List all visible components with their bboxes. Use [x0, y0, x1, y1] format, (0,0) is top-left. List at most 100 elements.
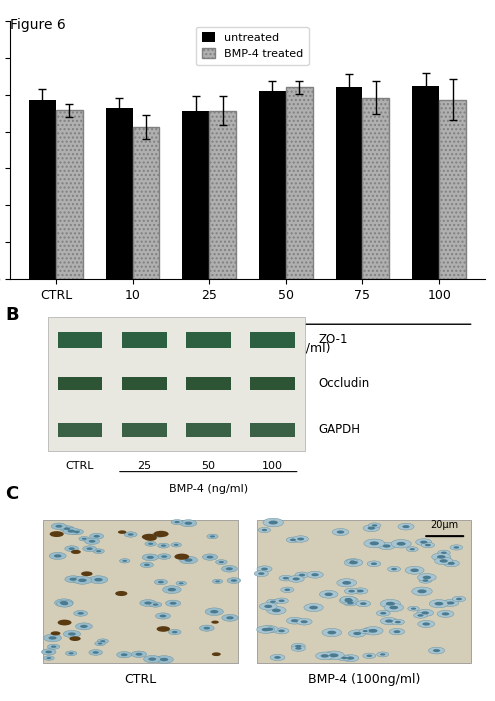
Circle shape — [80, 625, 88, 628]
Legend: untreated, BMP-4 treated: untreated, BMP-4 treated — [196, 27, 308, 64]
Circle shape — [69, 637, 81, 641]
Circle shape — [50, 632, 60, 635]
Text: C: C — [5, 484, 18, 503]
Circle shape — [279, 576, 293, 581]
Circle shape — [297, 538, 304, 540]
Circle shape — [161, 555, 167, 558]
Circle shape — [231, 579, 237, 582]
Circle shape — [70, 529, 83, 535]
Circle shape — [433, 649, 440, 652]
Circle shape — [89, 650, 102, 655]
Circle shape — [74, 611, 88, 616]
Circle shape — [210, 536, 215, 538]
Circle shape — [141, 562, 153, 568]
Circle shape — [180, 519, 197, 526]
Circle shape — [447, 562, 455, 565]
Circle shape — [97, 639, 108, 644]
Circle shape — [203, 627, 210, 629]
Circle shape — [168, 629, 181, 634]
Circle shape — [417, 609, 434, 616]
Circle shape — [49, 637, 56, 639]
Circle shape — [398, 523, 414, 530]
Circle shape — [368, 629, 378, 633]
Circle shape — [394, 630, 400, 633]
Circle shape — [443, 599, 459, 606]
Circle shape — [285, 589, 290, 591]
Circle shape — [117, 652, 132, 658]
Circle shape — [179, 583, 184, 585]
Circle shape — [366, 655, 372, 657]
FancyBboxPatch shape — [48, 317, 304, 451]
Circle shape — [69, 652, 74, 655]
Circle shape — [432, 553, 451, 561]
FancyBboxPatch shape — [250, 423, 295, 437]
Text: ZO-1: ZO-1 — [319, 334, 348, 346]
Circle shape — [207, 534, 218, 539]
Circle shape — [346, 559, 358, 564]
Circle shape — [377, 652, 389, 657]
Circle shape — [364, 539, 385, 547]
Circle shape — [304, 604, 323, 611]
Circle shape — [274, 656, 281, 659]
Circle shape — [338, 655, 351, 661]
Circle shape — [412, 587, 432, 596]
Circle shape — [83, 546, 97, 552]
Circle shape — [422, 622, 430, 625]
Circle shape — [396, 542, 406, 545]
Circle shape — [337, 579, 356, 587]
Circle shape — [154, 579, 167, 585]
Text: 100: 100 — [262, 461, 283, 471]
Circle shape — [291, 619, 298, 622]
Circle shape — [168, 588, 176, 592]
Bar — [106, 108, 133, 279]
Circle shape — [174, 521, 180, 523]
Circle shape — [171, 519, 183, 524]
Circle shape — [68, 529, 75, 533]
Circle shape — [453, 546, 459, 549]
FancyBboxPatch shape — [122, 332, 167, 348]
Circle shape — [60, 601, 68, 604]
Circle shape — [48, 644, 60, 649]
Circle shape — [47, 657, 51, 659]
Circle shape — [279, 599, 285, 602]
Text: BMP-4 (ng/ml): BMP-4 (ng/ml) — [242, 342, 330, 355]
Circle shape — [55, 525, 62, 528]
Circle shape — [418, 620, 435, 627]
Circle shape — [452, 596, 466, 601]
Circle shape — [174, 544, 179, 546]
Circle shape — [353, 632, 361, 635]
Circle shape — [421, 543, 435, 547]
Circle shape — [74, 531, 80, 533]
Circle shape — [300, 620, 308, 623]
Circle shape — [65, 546, 79, 552]
Circle shape — [437, 611, 454, 618]
Circle shape — [82, 538, 87, 540]
Bar — [182, 111, 209, 279]
Circle shape — [258, 572, 264, 575]
Circle shape — [390, 606, 398, 609]
Text: CTRL: CTRL — [66, 461, 94, 471]
Circle shape — [262, 628, 270, 632]
Bar — [336, 88, 362, 279]
Circle shape — [309, 606, 318, 609]
Circle shape — [380, 599, 400, 608]
Circle shape — [368, 526, 375, 530]
Circle shape — [147, 556, 154, 559]
Circle shape — [222, 614, 238, 621]
Circle shape — [442, 612, 449, 615]
Circle shape — [299, 573, 305, 576]
Text: Figure 6: Figure 6 — [10, 18, 66, 32]
Circle shape — [89, 540, 96, 543]
Circle shape — [159, 615, 166, 618]
Circle shape — [76, 623, 93, 630]
Circle shape — [51, 523, 66, 529]
Circle shape — [210, 610, 218, 613]
Circle shape — [94, 535, 100, 538]
Circle shape — [98, 643, 102, 644]
Circle shape — [151, 533, 163, 538]
Circle shape — [386, 601, 395, 606]
Circle shape — [329, 653, 339, 658]
Circle shape — [261, 568, 268, 571]
Circle shape — [321, 654, 329, 658]
Circle shape — [96, 550, 101, 552]
